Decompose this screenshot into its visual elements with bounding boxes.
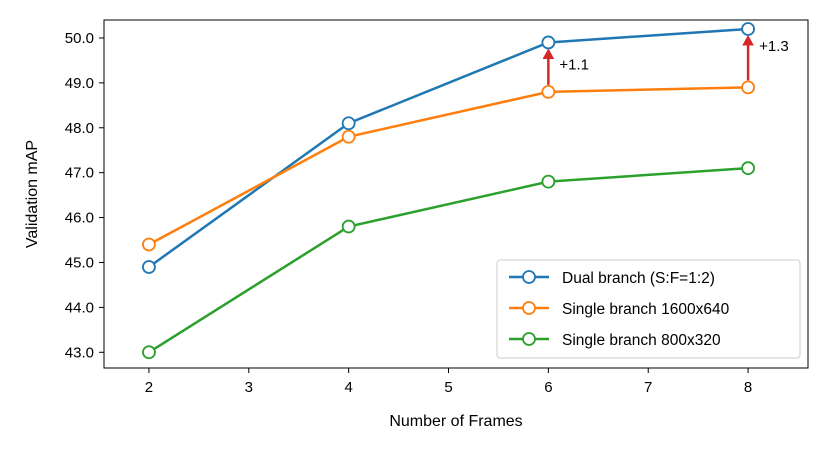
legend-label: Dual branch (S:F=1:2): [562, 270, 715, 287]
data-point: [541, 35, 556, 50]
x-axis-label: Number of Frames: [389, 413, 522, 430]
legend-marker: [522, 332, 536, 346]
y-tick-label: 47.0: [65, 165, 94, 182]
legend-marker: [522, 301, 536, 315]
series-line: [148, 86, 749, 246]
data-point: [341, 116, 356, 131]
axes: 2 3 4 5 6 7 8 43.0 44.0 45.0 46.0 47.0 48.0 49.0 50.0: [65, 19, 809, 396]
y-tick-label: 48.0: [65, 120, 94, 137]
x-tick-label: 3: [245, 379, 253, 396]
x-tick-label: 6: [544, 379, 552, 396]
x-tick-label: 5: [444, 379, 452, 396]
data-point: [541, 174, 556, 189]
series-2: [142, 80, 755, 252]
x-tick-label: 7: [644, 379, 652, 396]
y-tick-label: 49.0: [65, 75, 94, 92]
series-1: [142, 22, 755, 274]
gain-arrow-head: [742, 34, 754, 46]
y-axis-label: Validation mAP: [24, 140, 41, 248]
data-point: [142, 237, 156, 252]
legend-item: Single branch 1600x640: [509, 301, 730, 318]
series-group: [142, 22, 755, 360]
legend-label: Single branch 1600x640: [562, 301, 730, 318]
y-tick-label: 44.0: [65, 299, 94, 316]
legend-label: Single branch 800x320: [562, 332, 721, 349]
gain-arrow-head: [542, 48, 555, 59]
data-point: [541, 84, 556, 99]
data-point: [741, 80, 755, 95]
y-tick-label: 50.0: [65, 30, 94, 47]
y-tick-label: 43.0: [65, 344, 94, 361]
series-line: [148, 166, 749, 354]
data-point: [142, 260, 156, 274]
x-tick-label: 8: [744, 379, 752, 396]
legend: Dual branch (S:F=1:2) Single branch 1600x…: [496, 259, 801, 359]
data-point: [741, 161, 755, 176]
gain-annotation-label: +1.1: [559, 56, 589, 73]
data-point: [341, 129, 356, 144]
series-3: [142, 161, 755, 360]
legend-marker: [522, 270, 536, 284]
legend-item: Dual branch (S:F=1:2): [509, 270, 715, 287]
gain-annotation-label: +1.3: [759, 38, 789, 55]
legend-box: [496, 259, 801, 359]
data-point: [741, 22, 755, 36]
y-tick-label: 46.0: [65, 210, 94, 227]
data-point: [341, 219, 356, 234]
x-tick-label: 2: [145, 379, 153, 396]
y-tick-label: 45.0: [65, 254, 94, 271]
annotations: +1.1 +1.3: [542, 34, 789, 85]
data-point: [142, 345, 156, 360]
plot-frame: [103, 19, 809, 369]
series-line: [148, 27, 749, 268]
legend-item: Single branch 800x320: [509, 332, 721, 349]
x-tick-label: 4: [344, 379, 352, 396]
